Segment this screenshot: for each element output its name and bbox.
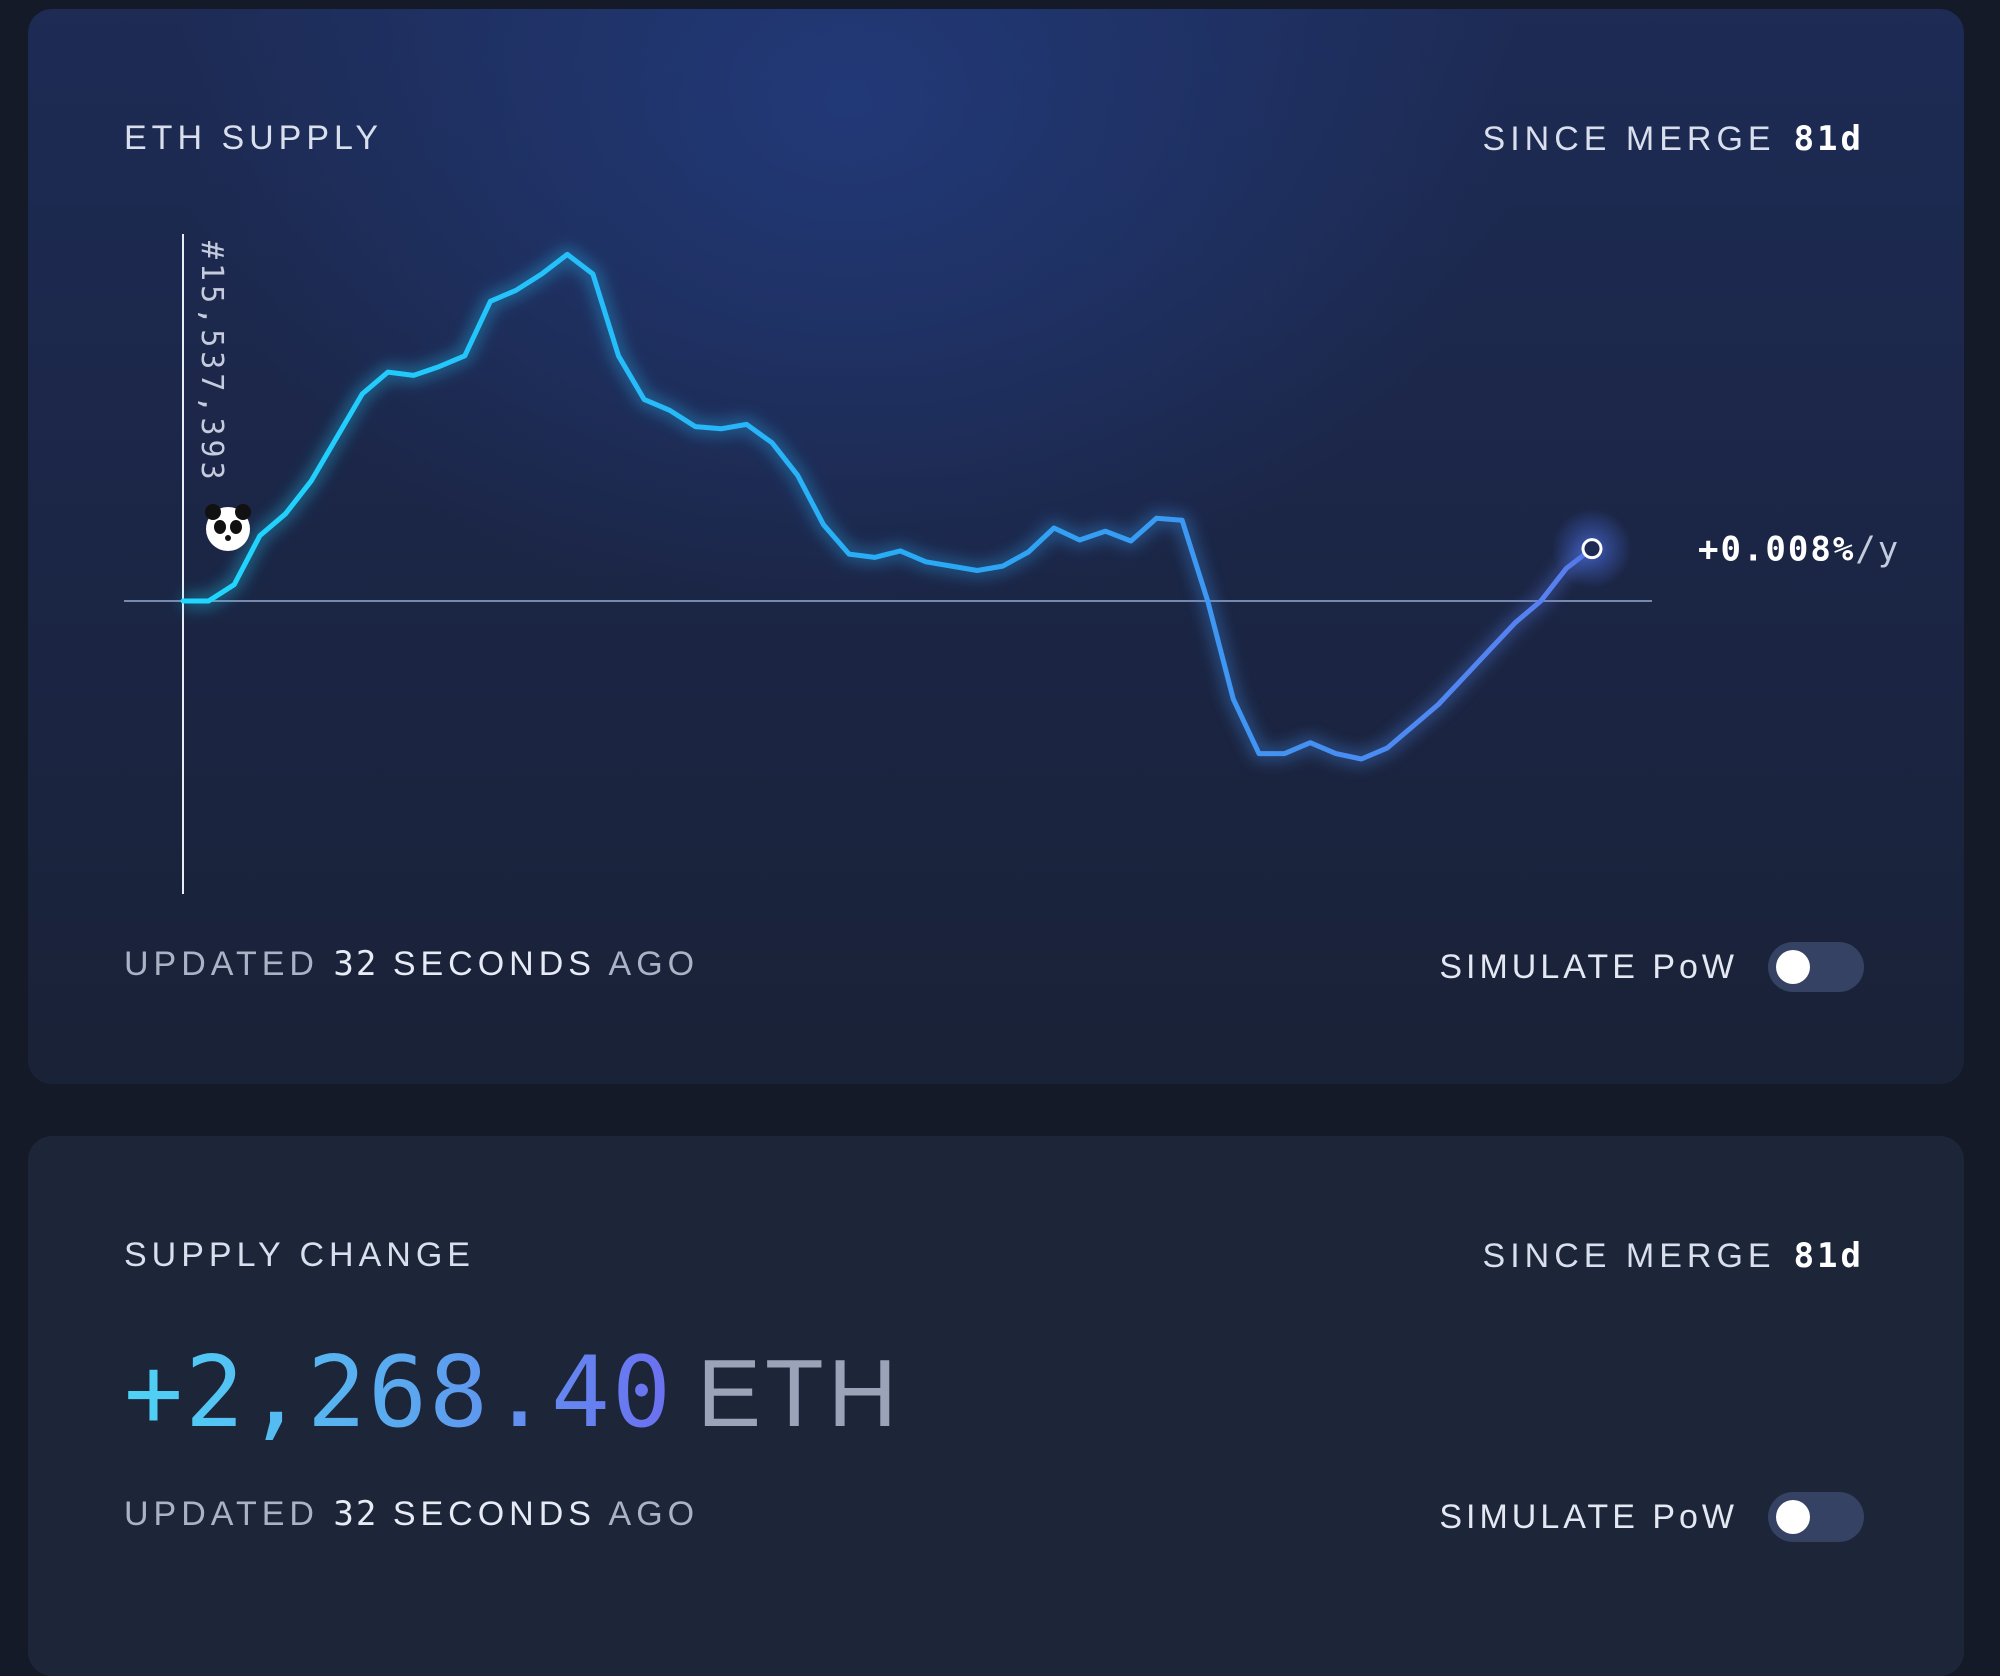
updated-number: 32: [333, 1494, 379, 1534]
supply-change-amount: +2,268.40 ETH: [124, 1336, 901, 1450]
updated-word: SECONDS: [392, 945, 596, 983]
updated-suffix: AGO: [608, 945, 700, 983]
supply-line-glow: [183, 246, 1596, 766]
endpoint-dot[interactable]: [1581, 538, 1603, 560]
supply-line[interactable]: [180, 251, 1595, 762]
supply-change-card: SUPPLY CHANGE SINCE MERGE 81d +2,268.40 ET…: [28, 1136, 1964, 1676]
panda-nose: [225, 535, 231, 541]
since-merge-label: SINCE MERGE: [1482, 120, 1776, 158]
supply-updated-text: UPDATED 32 SECONDS AGO: [124, 944, 699, 984]
panda-eye-right: [230, 520, 242, 534]
toggle-knob: [1776, 950, 1810, 984]
since-merge-label: SINCE MERGE: [1482, 1237, 1776, 1275]
updated-number: 32: [333, 944, 379, 984]
simulate-pow-toggle[interactable]: [1768, 942, 1864, 992]
supply-change-unit: ETH: [697, 1340, 902, 1447]
merge-block-label: #15,537,393: [194, 241, 229, 484]
updated-prefix: UPDATED: [124, 945, 319, 983]
panda-ear-right: [235, 504, 251, 520]
since-merge: SINCE MERGE 81d: [1483, 119, 1864, 159]
supply-change-number: +2,268.40: [124, 1336, 674, 1450]
since-merge-change: SINCE MERGE 81d: [1483, 1236, 1864, 1276]
eth-supply-card: ETH SUPPLY SINCE MERGE 81d #15,537,393 +0.…: [28, 9, 1964, 1084]
simulate-pow-label: SIMULATE PoW: [1439, 1497, 1738, 1536]
change-updated-text: UPDATED 32 SECONDS AGO: [124, 1494, 699, 1534]
panda-ear-left: [205, 504, 221, 520]
since-merge-value: 81d: [1793, 119, 1864, 159]
updated-prefix: UPDATED: [124, 1495, 319, 1533]
updated-suffix: AGO: [608, 1495, 700, 1533]
simulate-pow-control: SIMULATE PoW: [1439, 942, 1864, 992]
simulate-pow-toggle[interactable]: [1768, 1492, 1864, 1542]
since-merge-value: 81d: [1793, 1236, 1864, 1276]
eth-supply-title: ETH SUPPLY: [124, 119, 384, 157]
simulate-pow-control-change: SIMULATE PoW: [1439, 1492, 1864, 1542]
supply-rate-label: +0.008%/y: [1698, 530, 1900, 570]
panda-eye-left: [214, 520, 226, 534]
toggle-knob: [1776, 1500, 1810, 1534]
supply-change-title: SUPPLY CHANGE: [124, 1236, 475, 1274]
simulate-pow-label: SIMULATE PoW: [1439, 947, 1738, 986]
updated-word: SECONDS: [392, 1495, 596, 1533]
supply-chart[interactable]: #15,537,393 +0.008%/y: [28, 9, 1964, 1084]
